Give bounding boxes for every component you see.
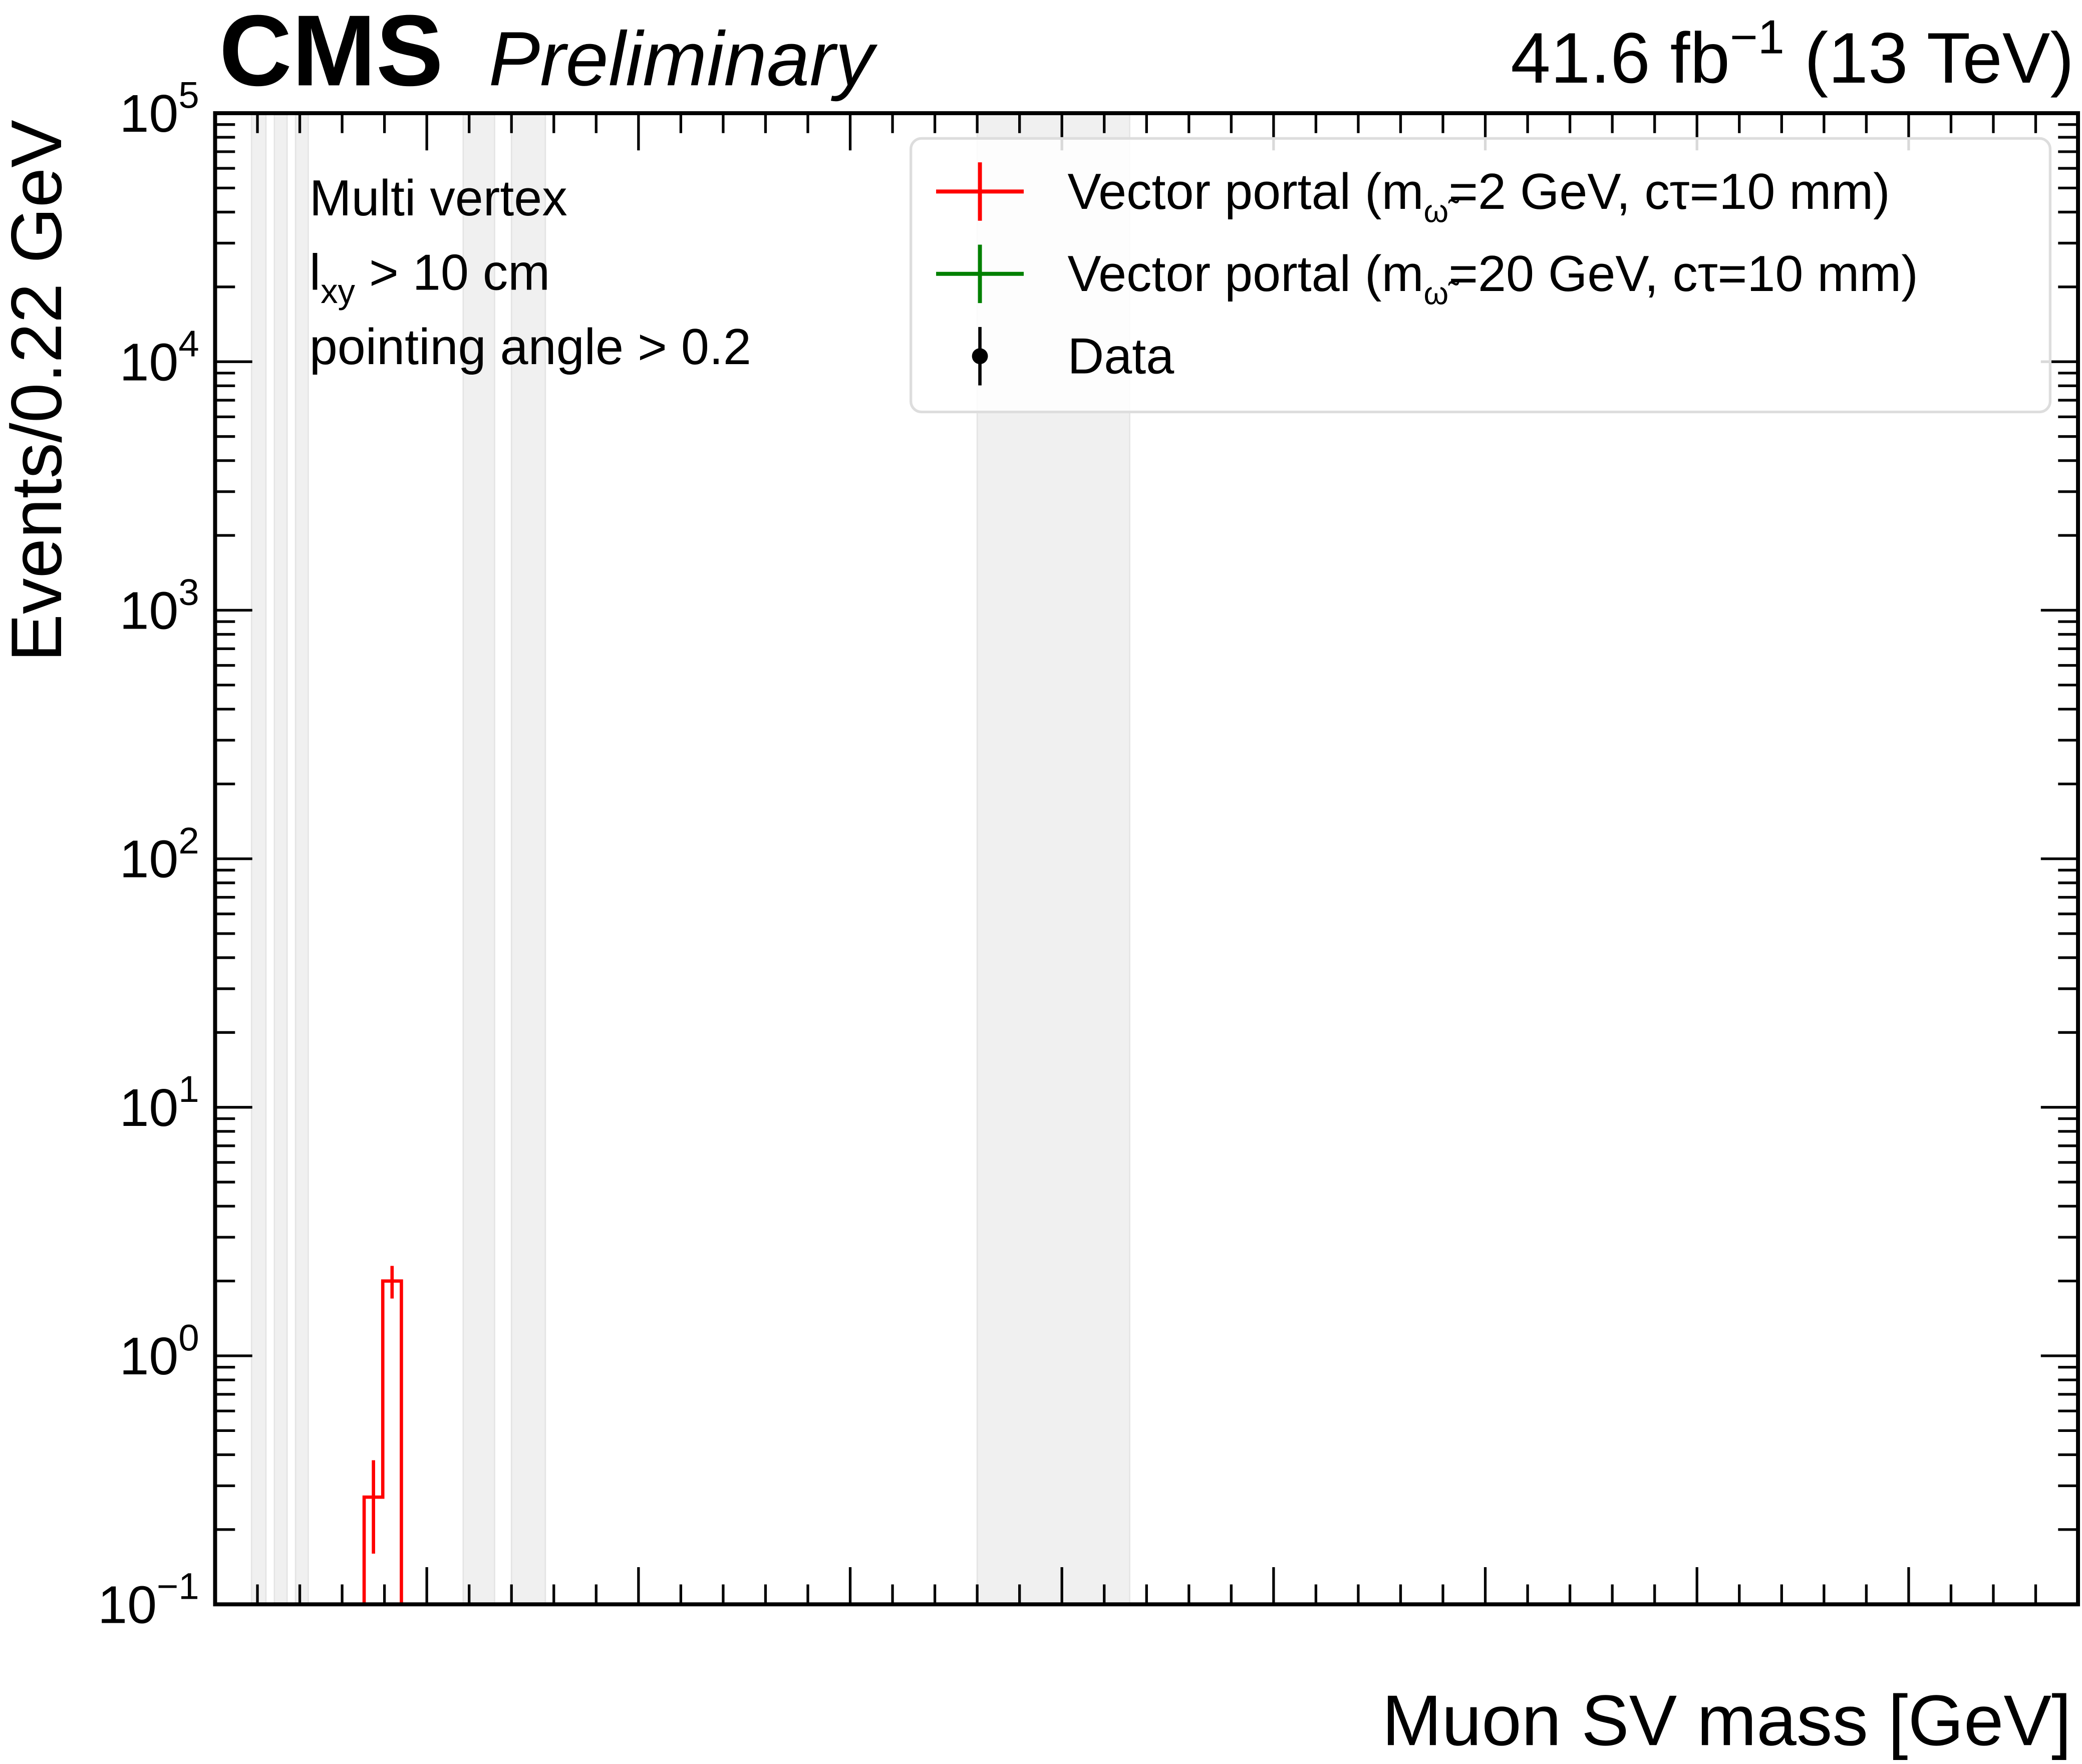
annotation-selection: Multi vertex [310,170,567,226]
preliminary-label: Preliminary [489,16,878,102]
y-tick-label: 104 [119,323,199,392]
y-axis-label: Events/0.22 GeV [0,120,77,662]
luminosity-label: 41.6 fb−1 (13 TeV) [1511,11,2074,98]
y-tick-label: 100 [119,1317,199,1386]
legend-box [910,137,2052,414]
masked-band [462,112,495,1605]
y-tick-label: 103 [119,571,199,641]
annotation-lxy: lxy > 10 cm [310,245,550,311]
legend-label: Data [1068,329,1175,385]
cms-label: CMS [219,0,443,107]
masked-band [294,112,309,1605]
masked-band [250,112,267,1605]
x-axis-label: Muon SV mass [GeV] [1382,1680,2071,1760]
legend: Vector portal (mω̃=2 GeV, cτ=10 mm) Vecto… [910,137,2052,414]
signal-histograms [362,1266,403,1605]
axis-ticks [213,113,2079,1606]
legend-marker-dot [972,348,988,365]
annotation-pointing-angle: pointing angle > 0.2 [310,319,751,375]
y-tick-label: 105 [119,74,199,143]
y-tick-label: 101 [119,1068,199,1137]
legend-label: Vector portal (mω̃=2 GeV, cτ=10 mm) [1068,164,1890,229]
legend-label: Vector portal (mω̃=20 GeV, cτ=10 mm) [1068,246,1918,312]
histogram-step [362,1279,403,1605]
masked-band [273,112,288,1605]
y-tick-label: 102 [119,820,199,889]
axis-tick-labels: 10−1 100 101 102 103 104 105 [98,74,199,1634]
y-tick-label: 10−1 [98,1566,199,1635]
